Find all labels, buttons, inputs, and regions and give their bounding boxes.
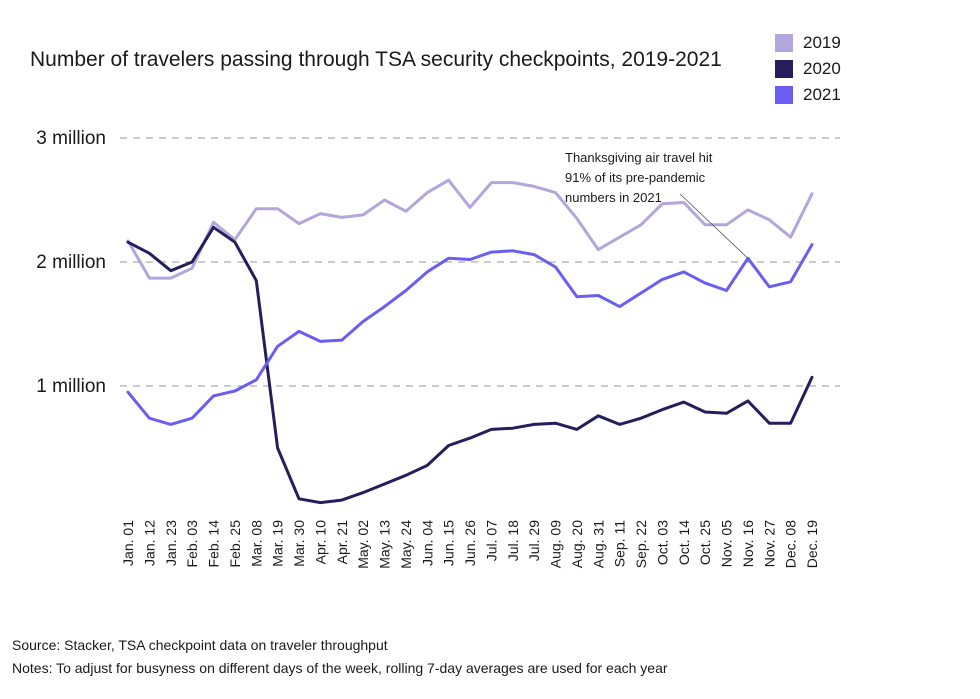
- x-tick-label: Feb. 14: [206, 520, 222, 568]
- legend-swatch-2021: [775, 86, 793, 104]
- x-tick-label: Oct. 14: [676, 520, 692, 565]
- x-tick-label: Oct. 03: [654, 520, 670, 565]
- legend-item-2020: 2020: [775, 56, 841, 82]
- x-tick-label: May. 02: [355, 520, 371, 569]
- legend-swatch-2020: [775, 60, 793, 78]
- x-tick-label: Apr. 10: [312, 520, 328, 565]
- legend-item-2019: 2019: [775, 30, 841, 56]
- x-tick-label: Jun. 15: [441, 520, 457, 566]
- x-tick-label: Aug. 20: [569, 520, 585, 568]
- x-tick-label: Jan. 01: [120, 520, 136, 566]
- x-tick-label: May. 24: [398, 520, 414, 569]
- x-tick-label: Jun. 04: [419, 520, 435, 566]
- x-tick-label: Jul. 18: [505, 520, 521, 561]
- x-tick-label: Aug. 09: [548, 520, 564, 568]
- x-tick-label: Jan. 23: [163, 520, 179, 566]
- x-tick-label: Nov. 27: [761, 520, 777, 567]
- series-line-2020: [126, 225, 814, 505]
- x-tick-label: Nov. 05: [719, 520, 735, 567]
- x-tick-label: Nov. 16: [740, 520, 756, 567]
- x-tick-label: Oct. 25: [697, 520, 713, 565]
- x-tick-label: Feb. 25: [227, 520, 243, 568]
- series-line-2021: [126, 243, 814, 426]
- x-tick-label: Jun. 26: [462, 520, 478, 566]
- legend: 2019 2020 2021: [775, 30, 841, 108]
- x-tick-label: Apr. 21: [334, 520, 350, 565]
- legend-label-2020: 2020: [803, 59, 841, 78]
- legend-swatch-2019: [775, 34, 793, 52]
- x-tick-label: Jan. 12: [141, 520, 157, 566]
- x-tick-label: Mar. 08: [248, 520, 264, 567]
- x-tick-label: Jul. 07: [483, 520, 499, 561]
- legend-label-2021: 2021: [803, 85, 841, 104]
- y-tick-label: 3 million: [36, 128, 106, 149]
- x-tick-label: Mar. 30: [291, 520, 307, 567]
- notes-text: Notes: To adjust for busyness on differe…: [12, 660, 668, 676]
- x-tick-label: May. 13: [377, 520, 393, 569]
- x-tick-label: Jul. 29: [526, 520, 542, 561]
- x-tick-label: Sep. 11: [612, 520, 628, 567]
- x-tick-label: Dec. 19: [804, 520, 820, 568]
- annotation-text: Thanksgiving air travel hit: [565, 150, 713, 165]
- annotation-leader: [679, 193, 749, 259]
- y-tick-label: 2 million: [36, 252, 106, 273]
- source-text: Source: Stacker, TSA checkpoint data on …: [12, 637, 388, 653]
- x-tick-label: Aug. 31: [590, 520, 606, 568]
- annotation-text: numbers in 2021: [565, 190, 662, 205]
- annotation-text: 91% of its pre-pandemic: [565, 170, 706, 185]
- legend-item-2021: 2021: [775, 82, 841, 108]
- x-tick-label: Mar. 19: [270, 520, 286, 567]
- chart-title: Number of travelers passing through TSA …: [30, 48, 722, 71]
- x-tick-label: Dec. 08: [783, 520, 799, 568]
- legend-label-2019: 2019: [803, 33, 841, 52]
- x-tick-label: Sep. 22: [633, 520, 649, 568]
- y-tick-label: 1 million: [36, 376, 106, 397]
- x-tick-label: Feb. 03: [184, 520, 200, 568]
- series-line-2019: [126, 178, 814, 280]
